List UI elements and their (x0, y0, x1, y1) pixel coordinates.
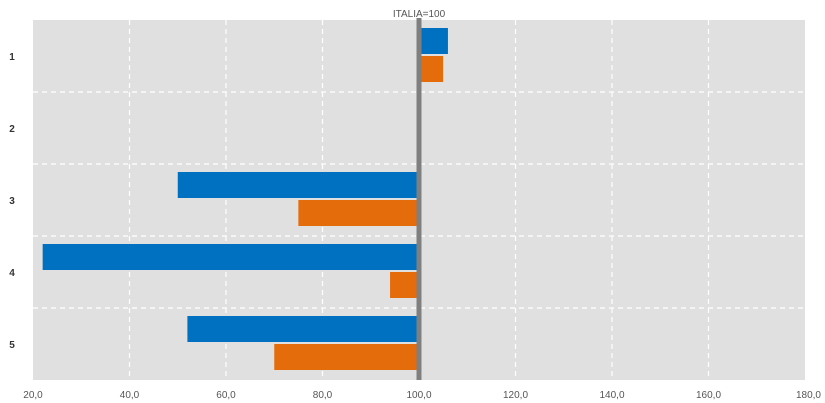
category-labels: 1 2 3 4 5 (9, 52, 15, 351)
x-tick-label: 40,0 (120, 390, 140, 401)
x-tick-label: 60,0 (216, 390, 236, 401)
bar-series2-cat-1 (419, 56, 444, 82)
category-label: 1 (9, 52, 15, 63)
x-tick-label: 100,0 (406, 390, 431, 401)
bar-series1-cat-5 (187, 316, 419, 342)
category-label: 5 (9, 340, 15, 351)
category-label: 2 (9, 124, 15, 135)
x-tick-label: 180,0 (796, 390, 821, 401)
reference-line-label: ITALIA=100 (393, 9, 446, 20)
bar-series2-cat-5 (274, 344, 419, 370)
category-label: 4 (9, 268, 15, 279)
x-axis-tick-labels: 20,0 40,0 60,0 80,0 100,0 120,0 140,0 160,0 180,… (23, 390, 821, 401)
bar-series2-cat-3 (298, 200, 419, 226)
x-tick-label: 120,0 (503, 390, 528, 401)
reference-line-group: ITALIA=100 (393, 9, 446, 380)
bar-series2-cat-4 (390, 272, 419, 298)
x-tick-label: 20,0 (23, 390, 43, 401)
category-label: 3 (9, 196, 15, 207)
x-tick-label: 160,0 (696, 390, 721, 401)
x-tick-label: 80,0 (313, 390, 333, 401)
bar-series1-cat-3 (177, 172, 419, 198)
bar-series1-cat-4 (42, 244, 420, 270)
x-tick-label: 140,0 (599, 390, 624, 401)
bars (42, 28, 448, 370)
bar-series1-cat-1 (419, 28, 448, 54)
